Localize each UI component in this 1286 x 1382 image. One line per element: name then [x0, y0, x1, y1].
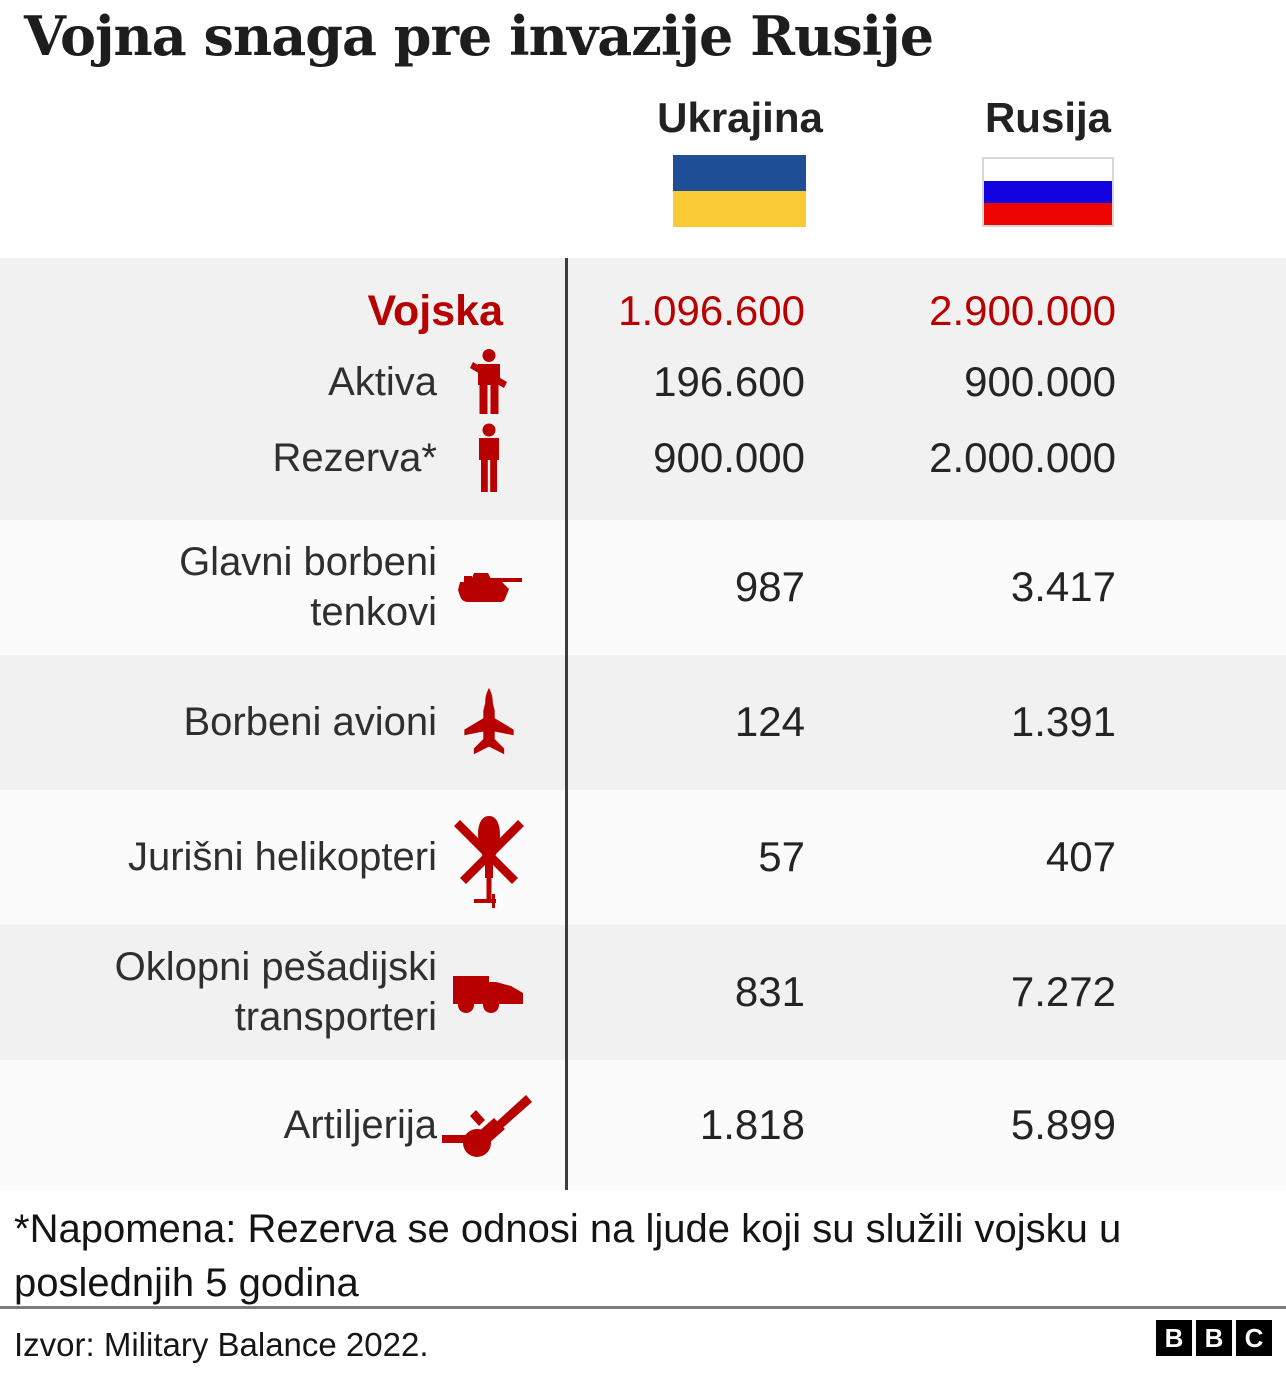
russia-flag-red-stripe: [984, 203, 1112, 225]
russia-flag-blue-stripe: [984, 181, 1112, 203]
row-label: Artiljerija: [283, 1103, 437, 1147]
row-label: Jurišni helikopteri: [127, 835, 437, 879]
ukraine-value: 987: [734, 563, 805, 610]
band-artillery: [0, 1060, 1286, 1190]
table-row: Oklopni pešadijski transporteri 831 7.27…: [0, 937, 1286, 1047]
artillery-icon: [437, 1085, 541, 1165]
russia-value: 2.000.000: [929, 434, 1116, 481]
ukraine-value: 124: [734, 698, 805, 745]
band-apc: [0, 925, 1286, 1060]
russia-flag: [982, 157, 1114, 227]
band-tanks: [0, 520, 1286, 655]
row-label: Borbeni avioni: [183, 700, 438, 744]
russia-value: 1.391: [1010, 698, 1116, 745]
russia-value: 407: [1045, 833, 1116, 880]
ukraine-value: 1.818: [699, 1101, 805, 1148]
source-text: Izvor: Military Balance 2022.: [14, 1326, 429, 1363]
column-header-ukraine: Ukrajina: [657, 94, 823, 141]
apc-icon: [437, 968, 541, 1016]
page-title: Vojna snaga pre invazije Rusije: [24, 4, 934, 68]
table-row: Vojska 1.096.600 2.900.000: [0, 256, 1286, 366]
table-row: Rezerva* 900.000 2.000.000: [0, 403, 1286, 513]
band-personnel: [0, 258, 1286, 520]
table-row: Borbeni avioni 124 1.391: [0, 667, 1286, 777]
table-row: Aktiva 196.600 900.000: [0, 327, 1286, 437]
ukraine-flag-yellow-stripe: [673, 191, 806, 227]
ukraine-value: 57: [758, 833, 805, 880]
russia-value: 900.000: [964, 358, 1116, 405]
bbc-logo: B B C: [1156, 1320, 1272, 1356]
russia-value: 7.272: [1010, 968, 1116, 1015]
russia-value: 5.899: [1010, 1101, 1116, 1148]
bbc-logo-letter: C: [1236, 1320, 1272, 1356]
helicopter-icon: [437, 804, 541, 910]
table-row: Glavni borbeni tenkovi 987 3.417: [0, 532, 1286, 642]
bbc-logo-letter: B: [1156, 1320, 1192, 1356]
ukraine-flag-blue-stripe: [673, 155, 806, 191]
band-helicopters: [0, 790, 1286, 925]
table-row: Artiljerija 1.818 5.899: [0, 1070, 1286, 1180]
row-label: Aktiva: [328, 360, 437, 404]
russia-value: 2.900.000: [929, 287, 1116, 334]
ukraine-flag: [673, 155, 806, 227]
row-label: Rezerva*: [272, 436, 437, 480]
column-header-russia: Rusija: [984, 94, 1112, 141]
ukraine-value: 900.000: [653, 434, 805, 481]
ukraine-value: 196.600: [653, 358, 805, 405]
source-divider: [0, 1306, 1286, 1309]
tank-icon: [437, 570, 541, 604]
soldier-icon: [437, 348, 541, 416]
table-row: Jurišni helikopteri 57 407: [0, 802, 1286, 912]
fighter-jet-icon: [437, 686, 541, 758]
footnote: *Napomena: Rezerva se odnosi na ljude ko…: [14, 1207, 1122, 1305]
row-label: Glavni borbeni tenkovi: [179, 540, 437, 634]
ukraine-value: 1.096.600: [618, 287, 805, 334]
row-label: Oklopni pešadijski transporteri: [114, 945, 437, 1039]
russia-value: 3.417: [1010, 563, 1116, 610]
reservist-icon: [437, 423, 541, 493]
russia-flag-white-stripe: [984, 159, 1112, 181]
ukraine-value: 831: [734, 968, 805, 1015]
bbc-logo-letter: B: [1196, 1320, 1232, 1356]
band-aircraft: [0, 655, 1286, 790]
column-divider: [565, 258, 568, 1190]
row-label: Vojska: [367, 287, 503, 335]
